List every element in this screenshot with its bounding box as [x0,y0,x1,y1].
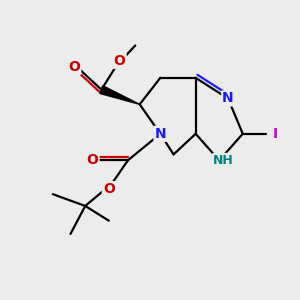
Text: O: O [68,60,80,74]
Text: N: N [222,92,234,106]
Polygon shape [100,86,140,104]
Text: O: O [103,182,115,196]
Text: O: O [87,153,98,167]
Text: NH: NH [213,154,234,167]
Text: I: I [273,127,278,141]
Text: O: O [114,54,126,68]
Text: N: N [154,127,166,141]
